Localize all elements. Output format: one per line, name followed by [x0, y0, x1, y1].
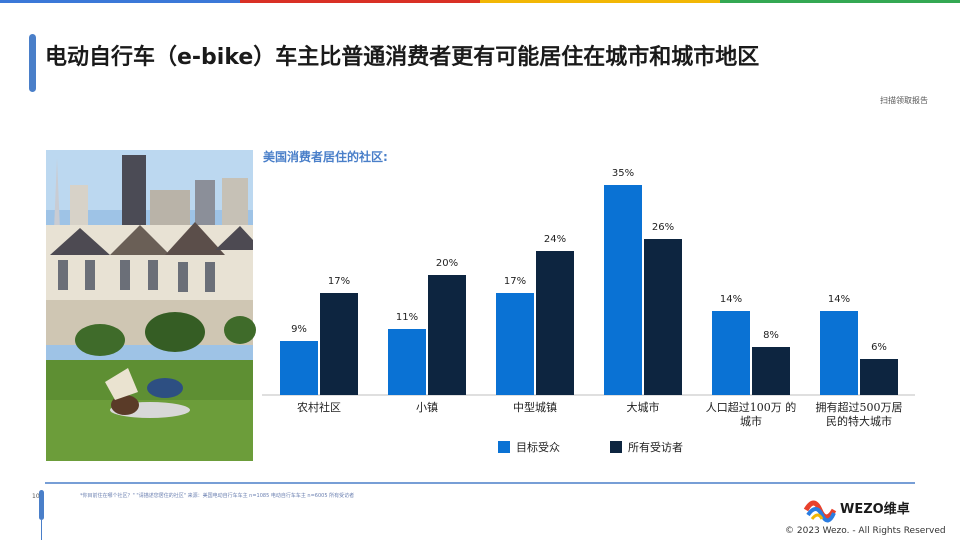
- value-label: 14%: [828, 294, 850, 305]
- value-label: 20%: [436, 258, 458, 269]
- legend-label: 目标受众: [516, 440, 560, 454]
- bar: [860, 359, 898, 395]
- value-label: 17%: [328, 276, 350, 287]
- x-tick-label: 中型城镇: [513, 401, 557, 414]
- bar: [712, 311, 750, 395]
- bar: [536, 251, 574, 395]
- legend-label: 所有受访者: [628, 440, 683, 454]
- bar: [428, 275, 466, 395]
- bar: [752, 347, 790, 395]
- value-label: 8%: [763, 330, 779, 341]
- bar: [604, 185, 642, 395]
- stripe: [240, 0, 480, 3]
- value-label: 35%: [612, 168, 634, 179]
- slide-title: 电动自行车（e-bike）车主比普通消费者更有可能居住在城市和城市地区: [45, 44, 759, 70]
- logo-mark: [803, 500, 837, 523]
- photo: [46, 150, 256, 461]
- bar: [320, 293, 358, 395]
- stripe: [480, 0, 720, 3]
- value-label: 17%: [504, 276, 526, 287]
- bar: [280, 341, 318, 395]
- page-number: 10: [32, 493, 40, 500]
- x-tick-label: 农村社区: [297, 401, 341, 414]
- value-label: 11%: [396, 312, 418, 323]
- value-label: 24%: [544, 234, 566, 245]
- page-marker: [39, 490, 44, 520]
- value-label: 6%: [871, 342, 887, 353]
- title-marker: [29, 34, 36, 92]
- stripe: [0, 0, 240, 3]
- chart-title: 美国消费者居住的社区:: [263, 149, 388, 164]
- bar: [820, 311, 858, 395]
- legend-swatch: [610, 441, 622, 453]
- value-label: 26%: [652, 222, 674, 233]
- copyright: © 2023 Wezo. - All Rights Reserved: [785, 526, 946, 536]
- stripe: [720, 0, 960, 3]
- x-tick-label: 拥有超过500万居 民的特大城市: [815, 401, 903, 428]
- x-tick-label: 大城市: [626, 401, 660, 414]
- footnote: *你目前住在哪个社区？" "请描述您居住的社区" 来源：美国电动自行车车主 n=…: [80, 492, 354, 499]
- bar: [388, 329, 426, 395]
- x-tick-label: 小镇: [416, 401, 438, 414]
- legend-swatch: [498, 441, 510, 453]
- value-label: 14%: [720, 294, 742, 305]
- logo-text: WEZO维卓: [840, 501, 910, 517]
- bar: [644, 239, 682, 395]
- report-link[interactable]: 扫描领取报告: [880, 95, 928, 105]
- bar: [496, 293, 534, 395]
- x-tick-label: 人口超过100万 的城市: [705, 401, 797, 428]
- value-label: 9%: [291, 324, 307, 335]
